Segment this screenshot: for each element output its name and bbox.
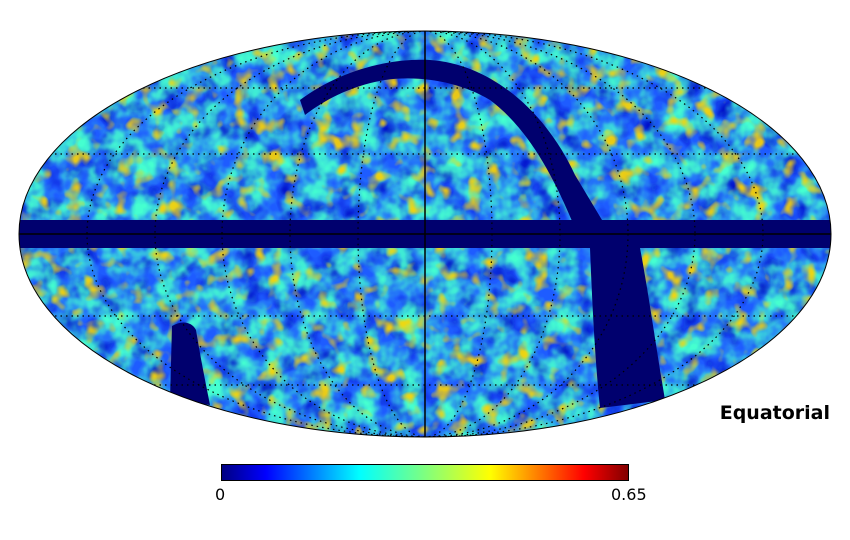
colorbar: [221, 464, 629, 481]
map-outline: [18, 30, 832, 438]
colorbar-min-label: 0: [215, 485, 226, 504]
colorbar-max-label: 0.65: [611, 485, 647, 504]
colorbar-gradient: [221, 464, 629, 481]
projection-label: Equatorial: [719, 402, 830, 424]
